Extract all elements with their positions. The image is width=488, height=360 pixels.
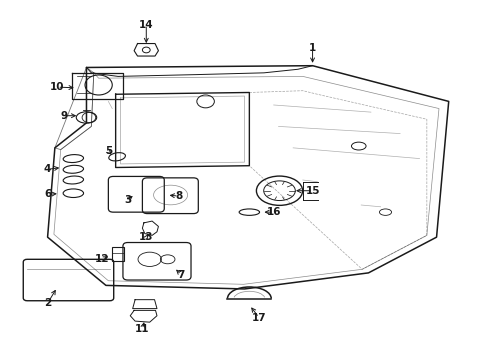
Text: 6: 6 — [44, 189, 51, 199]
Bar — [112, 247, 123, 261]
Text: 12: 12 — [95, 254, 109, 264]
Text: 16: 16 — [266, 207, 280, 217]
Text: 7: 7 — [177, 270, 184, 280]
Text: 11: 11 — [135, 324, 149, 334]
Text: 13: 13 — [139, 232, 153, 242]
Text: 4: 4 — [44, 164, 51, 174]
Text: 2: 2 — [44, 298, 51, 308]
Text: 5: 5 — [104, 147, 112, 157]
Text: 8: 8 — [175, 191, 182, 201]
Text: 10: 10 — [50, 82, 64, 92]
Text: 17: 17 — [251, 312, 266, 323]
Text: 3: 3 — [124, 195, 131, 204]
Text: 1: 1 — [308, 43, 316, 53]
Text: 15: 15 — [305, 186, 319, 196]
Text: 9: 9 — [60, 111, 67, 121]
Text: 14: 14 — [139, 19, 153, 30]
